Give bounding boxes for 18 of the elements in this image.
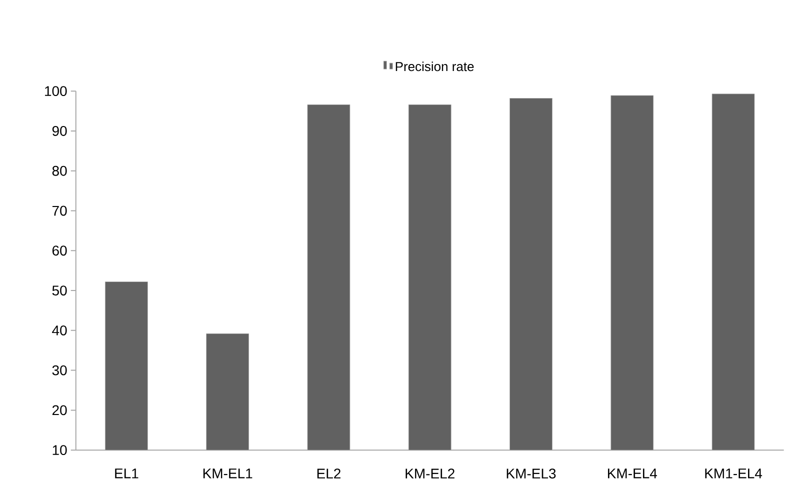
y-tick-label: 10 [52, 445, 67, 456]
y-tick-label: 40 [52, 325, 67, 336]
x-tick-label: EL1 [115, 468, 138, 478]
x-tick-label: KM-EL1 [203, 468, 252, 478]
x-tick-label: KM-EL3 [506, 468, 556, 479]
y-tick-label: 70 [52, 206, 67, 216]
y-tick-label: 60 [52, 246, 67, 256]
legend-label: Precision rate [396, 62, 474, 72]
y-tick-label: 30 [52, 365, 67, 376]
y-tick-label: 80 [52, 166, 67, 176]
y-tick-label: 100 [45, 86, 67, 96]
y-tick-label: 50 [52, 286, 67, 296]
y-tick-label: 90 [52, 126, 67, 136]
x-tick-label: KM-EL4 [608, 468, 657, 478]
y-tick-label: 20 [52, 405, 67, 416]
x-tick-label: EL2 [317, 468, 340, 478]
x-tick-label: KM-EL2 [406, 468, 454, 478]
x-tick-label: KM1-EL4 [705, 468, 762, 478]
